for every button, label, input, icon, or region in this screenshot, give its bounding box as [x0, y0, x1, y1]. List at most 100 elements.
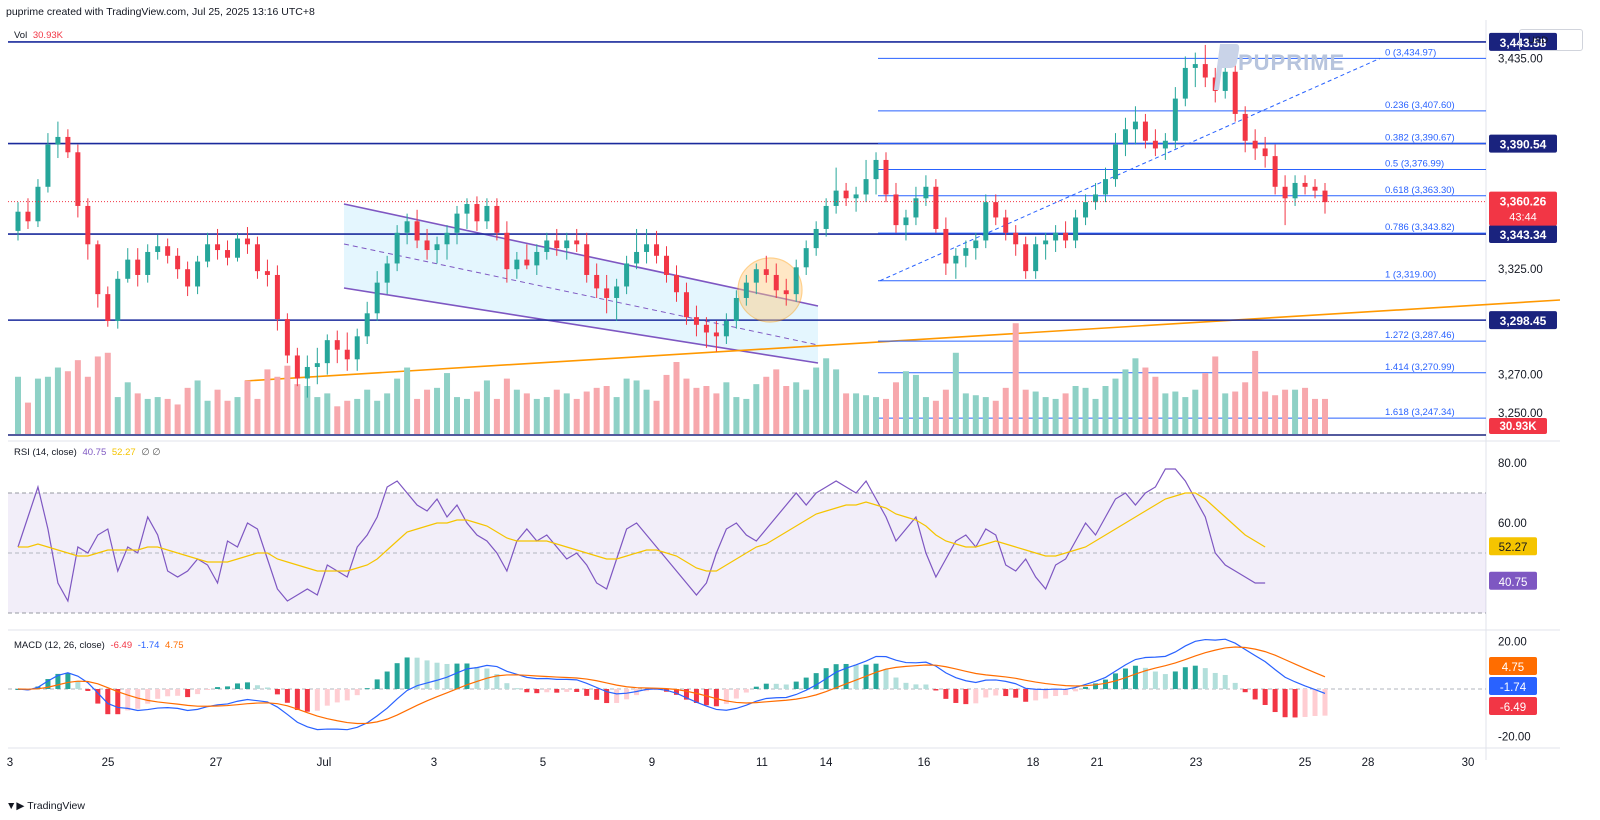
- macd-histogram-bar: [344, 689, 350, 701]
- macd-histogram-bar: [404, 657, 410, 689]
- macd-histogram-bar: [1212, 672, 1218, 689]
- chart-attribution: puprime created with TradingView.com, Ju…: [6, 6, 315, 18]
- volume-bar: [1162, 393, 1169, 434]
- volume-value: 30.93K: [32, 30, 63, 41]
- candle-body: [165, 246, 171, 256]
- candle-body: [85, 205, 91, 245]
- candle-body: [175, 255, 181, 270]
- candle-body: [1242, 113, 1248, 141]
- macd-axis-tick: -20.00: [1498, 732, 1531, 744]
- fib-label: 0.236 (3,407.60): [1385, 100, 1455, 111]
- time-axis-tick: 16: [918, 757, 931, 769]
- rsi-ma-badge: [1489, 537, 1537, 556]
- candle-body: [404, 221, 410, 233]
- macd-histogram-bar: [693, 689, 699, 704]
- time-axis-tick: 9: [649, 757, 655, 769]
- macd-histogram-bar: [85, 689, 91, 691]
- candle-body: [753, 269, 759, 283]
- macd-histogram-bar: [783, 684, 789, 689]
- candle-body: [693, 317, 699, 325]
- candle-body: [1202, 64, 1208, 78]
- macd-histogram-bar: [763, 683, 769, 689]
- macd-histogram-bar: [534, 689, 540, 694]
- volume-bar: [962, 393, 969, 434]
- key-level-label: 3,343.34: [1500, 228, 1547, 242]
- macd-histogram-bar: [1152, 671, 1158, 689]
- volume-bar: [773, 369, 780, 434]
- volume-bar: [204, 400, 211, 434]
- volume-bar: [912, 374, 919, 434]
- candle-body: [743, 282, 749, 298]
- macd-histogram-bar: [514, 688, 520, 690]
- fib-label: 1.618 (3,247.34): [1385, 407, 1455, 418]
- candle-body: [564, 240, 570, 249]
- volume-bar: [833, 369, 840, 434]
- macd-histogram-bar: [75, 680, 81, 689]
- last-price-label: 3,360.26: [1500, 195, 1547, 209]
- macd-histogram-bar: [1252, 689, 1258, 700]
- candle-body: [1033, 244, 1039, 272]
- volume-bar: [404, 367, 411, 434]
- candle-body: [364, 313, 370, 337]
- volume-bar: [1182, 397, 1189, 434]
- candle-body: [673, 274, 679, 293]
- volume-bar: [803, 389, 810, 434]
- macd-histogram-bar: [624, 689, 630, 700]
- candle-body: [55, 136, 61, 145]
- candle-body: [554, 240, 560, 249]
- volume-bar: [922, 397, 929, 434]
- macd-histogram-bar: [723, 689, 729, 704]
- macd-histogram-bar: [494, 674, 500, 689]
- volume-bar: [843, 393, 850, 434]
- candle-body: [1112, 144, 1118, 180]
- candle-body: [474, 204, 480, 222]
- macd-histogram-bar: [254, 685, 260, 689]
- macd-histogram-bar: [913, 684, 919, 689]
- candle-body: [484, 205, 490, 222]
- macd-histogram-bar: [683, 689, 689, 700]
- volume-bar: [473, 391, 480, 434]
- candle-body: [274, 274, 280, 320]
- macd-histogram-bar: [554, 689, 560, 693]
- volume-bar: [503, 378, 510, 434]
- fib-label: 1 (3,319.00): [1385, 270, 1436, 281]
- volume-bar: [713, 393, 720, 434]
- volume-bar: [1232, 391, 1239, 434]
- volume-bar: [643, 389, 650, 434]
- macd-histogram-bar: [1262, 689, 1268, 705]
- volume-bar: [1282, 389, 1289, 434]
- rsi-value: 40.75: [82, 447, 107, 458]
- candle-body: [464, 204, 470, 214]
- volume-bar: [863, 395, 870, 434]
- watermark-brand: PUPRIME: [1238, 50, 1346, 75]
- macd-histogram-bar: [95, 689, 101, 704]
- fib-label: 1.272 (3,287.46): [1385, 330, 1455, 341]
- volume-bar: [184, 387, 191, 434]
- macd-histogram-bar: [244, 682, 250, 689]
- volume-legend: Vol 30.93K: [14, 30, 63, 41]
- macd-histogram-bar: [205, 689, 211, 690]
- candle-body: [1222, 71, 1228, 91]
- macd-badge-label: -6.49: [1500, 702, 1526, 714]
- macd-histogram-bar: [304, 689, 310, 712]
- candle-body: [713, 332, 719, 337]
- orange-trendline: [244, 299, 1561, 382]
- volume-bar: [593, 387, 600, 434]
- candle-body: [544, 240, 550, 252]
- candle-body: [833, 190, 839, 206]
- volume-bar: [1072, 386, 1079, 434]
- volume-bar: [823, 358, 830, 434]
- volume-bar: [374, 400, 381, 434]
- currency-selector[interactable]: USD: [1519, 29, 1583, 51]
- volume-bar: [683, 378, 690, 434]
- macd-histogram-bar: [1033, 689, 1039, 701]
- candle-body: [1322, 190, 1328, 203]
- time-axis-tick: 14: [820, 757, 833, 769]
- volume-bar: [44, 376, 51, 434]
- volume-bar: [324, 393, 331, 434]
- volume-bar: [1102, 386, 1109, 434]
- macd-histogram-bar: [1242, 689, 1248, 693]
- macd-histogram-bar: [394, 663, 400, 689]
- volume-bar: [104, 352, 111, 434]
